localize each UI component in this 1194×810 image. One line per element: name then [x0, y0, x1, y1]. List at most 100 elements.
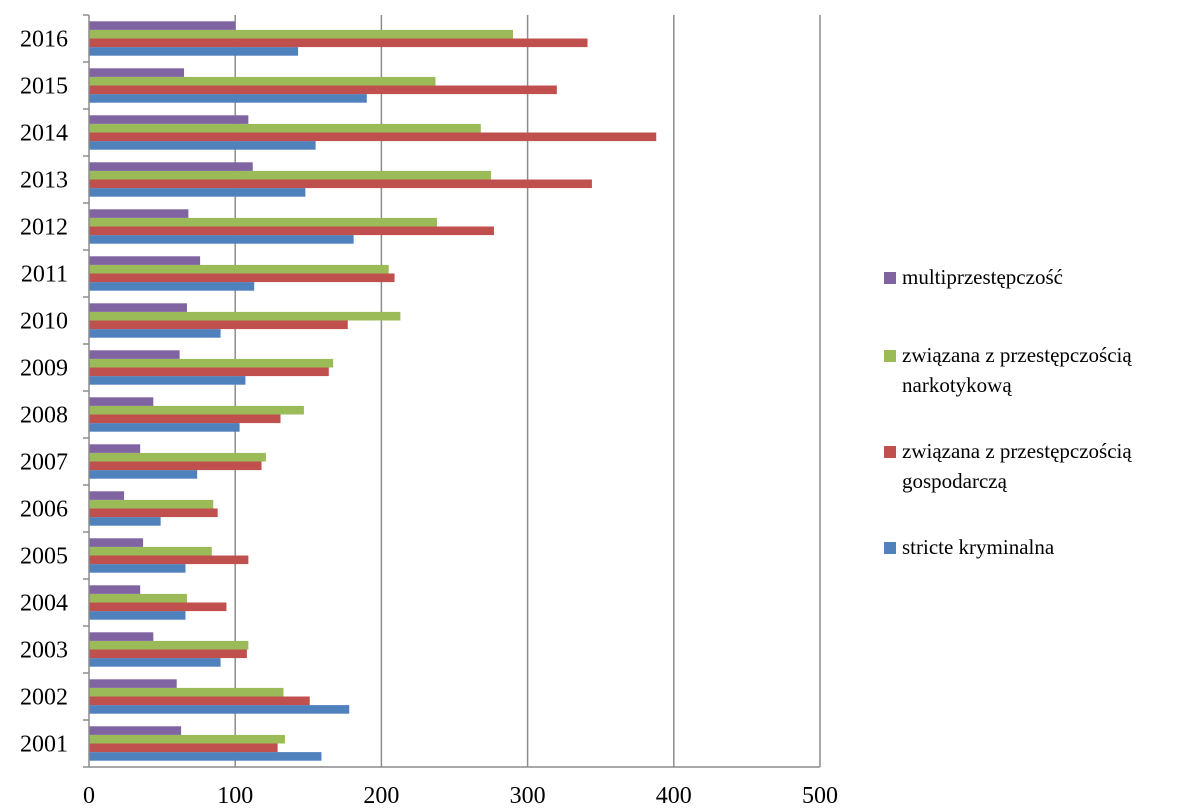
y-tick-label: 2015 [20, 74, 68, 100]
y-tick-label: 2007 [20, 450, 68, 476]
legend-label: multiprzestępczość [902, 265, 1063, 289]
y-tick-label: 2008 [20, 403, 68, 429]
x-tick-label: 300 [510, 783, 546, 809]
bar [89, 358, 334, 368]
bar [89, 350, 180, 359]
bar [89, 602, 227, 612]
bar [89, 29, 513, 39]
legend-label: stricte kryminalna [902, 535, 1055, 559]
bar [89, 679, 177, 688]
legend-item: stricte kryminalna [880, 532, 1194, 562]
bar [89, 687, 284, 697]
bars [89, 21, 657, 761]
legend-swatch [884, 542, 896, 554]
x-tick-label: 200 [363, 783, 399, 809]
bar [89, 188, 306, 197]
bar [89, 376, 246, 385]
bar [89, 405, 304, 415]
bar [89, 329, 221, 338]
bar [89, 491, 125, 500]
bar [89, 320, 348, 330]
bar [89, 414, 281, 424]
y-tick-label: 2001 [20, 732, 68, 758]
x-tick-label: 0 [83, 783, 95, 809]
bar [89, 585, 141, 594]
y-tick-label: 2011 [21, 262, 68, 288]
bar [89, 461, 262, 471]
bar [89, 179, 592, 189]
y-tick-label: 2012 [20, 215, 68, 241]
legend-item: związana z przestępczością narkotykową [880, 340, 1194, 400]
bar [89, 115, 249, 124]
bar [89, 21, 236, 30]
bar [89, 85, 557, 95]
bar [89, 470, 198, 479]
bar [89, 273, 395, 283]
y-tick-label: 2003 [20, 638, 68, 664]
x-tick-label: 500 [802, 783, 838, 809]
bar [89, 658, 221, 667]
bar [89, 264, 389, 274]
y-tick-label: 2014 [20, 121, 68, 147]
bar [89, 640, 249, 650]
bar [89, 743, 278, 753]
bar [89, 132, 657, 142]
bar [89, 311, 401, 321]
bar [89, 76, 436, 86]
bar [89, 696, 310, 706]
bar [89, 123, 481, 133]
y-tick-label: 2002 [20, 685, 68, 711]
x-tick-label: 100 [217, 783, 253, 809]
legend-label: związana z przestępczością gospodarczą [902, 439, 1132, 493]
bar [89, 546, 212, 556]
bar [89, 47, 299, 56]
bar [89, 141, 316, 150]
legend-swatch [884, 446, 896, 458]
bar [89, 726, 182, 735]
bar [89, 752, 322, 761]
bar [89, 423, 240, 432]
y-tick-label: 2004 [20, 591, 68, 617]
legend: multiprzestępczość związana z przestępczo… [880, 262, 1194, 562]
bar [89, 734, 285, 744]
bar [89, 397, 154, 406]
bar [89, 452, 266, 462]
bar [89, 217, 437, 227]
x-tick-label: 400 [656, 783, 692, 809]
bar [89, 593, 187, 603]
bar [89, 303, 187, 312]
bar [89, 162, 253, 171]
bar [89, 611, 186, 620]
y-tick-label: 2016 [20, 27, 68, 53]
legend-item: związana z przestępczością gospodarczą [880, 436, 1194, 496]
bar [89, 367, 329, 377]
bar [89, 256, 201, 265]
legend-swatch [884, 272, 896, 284]
axes: 0 100 200 300 400 500 2001 2002 2003 2004 2005 2006… [20, 14, 838, 809]
bar [89, 94, 367, 103]
bar [89, 282, 255, 291]
y-tick-label: 2010 [20, 309, 68, 335]
y-tick-label: 2005 [20, 544, 68, 570]
bar [89, 444, 141, 453]
bar [89, 235, 354, 244]
bar [89, 705, 350, 714]
bar [89, 38, 588, 48]
bar [89, 555, 249, 565]
y-tick-label: 2013 [20, 168, 68, 194]
bar [89, 209, 189, 218]
bar [89, 226, 494, 236]
bar [89, 508, 218, 518]
bar [89, 68, 185, 77]
bar [89, 632, 154, 641]
bar [89, 649, 247, 659]
bar [89, 170, 492, 180]
bar [89, 538, 144, 547]
y-tick-label: 2006 [20, 497, 68, 523]
bar [89, 499, 214, 509]
legend-swatch [884, 350, 896, 362]
bar [89, 564, 186, 573]
bar [89, 517, 161, 526]
legend-item: multiprzestępczość [880, 262, 1194, 292]
